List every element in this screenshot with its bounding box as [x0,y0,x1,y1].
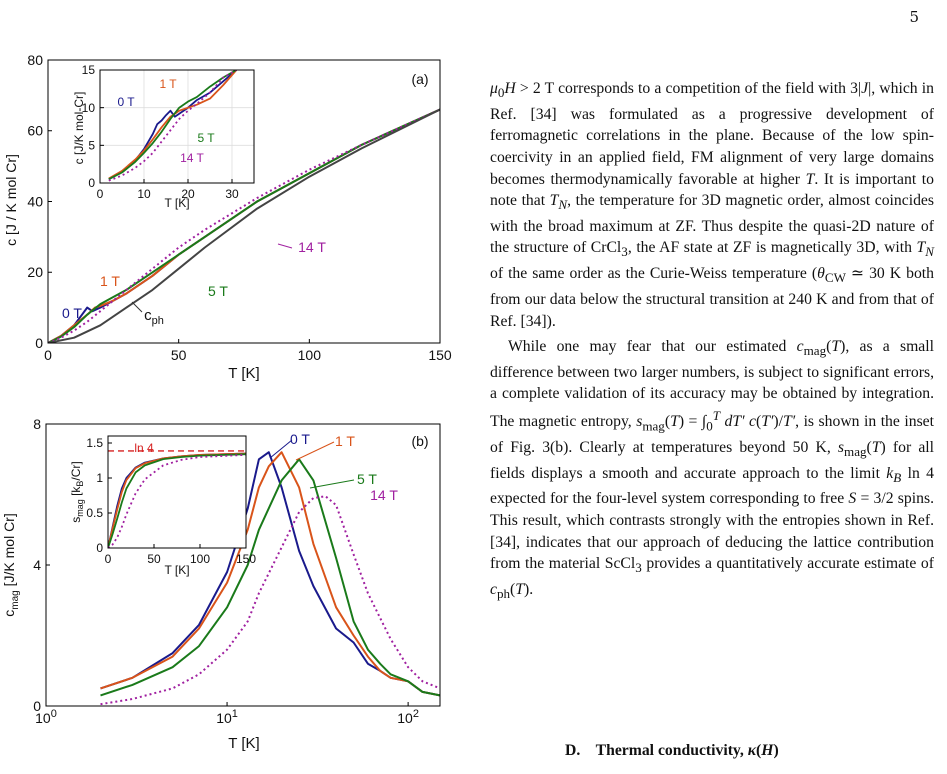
y-tick-label: 0 [35,335,43,351]
series-label-5T: 5 T [208,283,228,299]
paragraph-1: μ0H > 2 T corresponds to a competition o… [490,80,935,330]
x-axis-label: T [K] [228,735,259,752]
y-tick-label: 80 [27,52,43,68]
reference-label-ln4: ln 4 [134,441,154,455]
y-tick-label: 40 [27,193,43,209]
x-tick-label: 50 [171,347,187,363]
series-line-14T [108,70,237,182]
series-label-14T: 14 T [370,487,398,503]
y-tick-label: 0 [88,176,95,190]
x-tick-label: 20 [181,187,195,201]
series-label-0T: 0 T [290,431,310,447]
label-leader [295,441,335,461]
chart-a_inset: 0 10 20 30 0 5 10 15 T [K] c [J/K mol-Cr] 0 T 1 T 5 … [72,63,255,210]
y-tick-label: 4 [33,557,41,573]
label-leader [131,301,143,313]
panel-label: (b) [411,433,428,449]
x-tick-label: 30 [225,187,239,201]
series-label-14T: 14 T [180,151,204,165]
x-axis-label: T [K] [164,196,189,210]
y-tick-label: 0 [33,698,41,714]
y-tick-label: 5 [88,139,95,153]
series-label-1T: 1 T [335,433,355,449]
x-tick-label: 10 [137,187,151,201]
panel-label: (a) [411,71,428,87]
page-number: 5 [909,8,919,26]
axes-frame-b_inset [107,435,247,549]
x-tick-label: 0 [105,552,112,566]
y-tick-label: 1.5 [86,436,103,450]
x-tick-label: 102 [397,708,419,726]
section-heading: D. Thermal conductivity, κ(H) [565,742,779,759]
series-line-c_ph [48,108,440,343]
figure-3: 0 50 100 150 0 20 40 60 80 T [K] c [J / K mol Cr](… [0,0,470,774]
y-tick-label: 10 [82,101,96,115]
y-tick-label: 15 [82,63,96,77]
label-leader [269,439,293,459]
series-line-5T [108,70,237,181]
y-axis-label: c [J/K mol-Cr] [72,92,86,165]
y-tick-label: 0.5 [86,506,103,520]
x-axis-label: T [K] [228,365,259,382]
plot-area-b_inset [108,436,246,548]
paragraph-2: While one may fear that our estimated cm… [490,338,934,602]
x-tick-label: 150 [428,347,452,363]
y-axis-label: c [J / K mol Cr] [3,154,19,246]
x-tick-label: 50 [147,552,161,566]
y-tick-label: 1 [96,471,103,485]
label-leader [277,243,293,249]
x-axis-label: T [K] [164,563,189,577]
series-label-0T: 0 T [117,95,135,109]
x-tick-label: 150 [236,552,256,566]
series-line-14T [48,108,440,343]
body-text-column: μ0H > 2 T corresponds to a competition o… [490,78,934,605]
series-label-5T: 5 T [357,471,377,487]
series-line-14T [108,454,246,548]
y-axis-label: cmag [J/K mol Cr] [1,513,21,616]
x-tick-label: 101 [216,708,238,726]
x-tick-label: 0 [44,347,52,363]
label-leader [309,479,355,489]
series-line-1T [108,70,238,180]
series-label-14T: 14 T [298,239,326,255]
series-line-5T [48,108,440,343]
series-line-1T [100,451,440,697]
y-tick-label: 0 [96,541,103,555]
series-label-0T: 0 T [62,305,82,321]
series-label-5T: 5 T [197,131,215,145]
x-tick-label: 100 [190,552,210,566]
y-tick-label: 8 [33,416,41,432]
series-label-1T: 1 T [159,77,177,91]
series-line-5T [108,453,246,548]
series-label-1T: 1 T [100,273,120,289]
y-tick-label: 20 [27,264,43,280]
series-line-5T [100,458,440,697]
axes-frame-a_inset [99,69,255,184]
x-tick-label: 0 [97,187,104,201]
y-tick-label: 60 [27,123,43,139]
x-tick-label: 100 [298,347,322,363]
plot-area-a_inset [100,70,254,183]
